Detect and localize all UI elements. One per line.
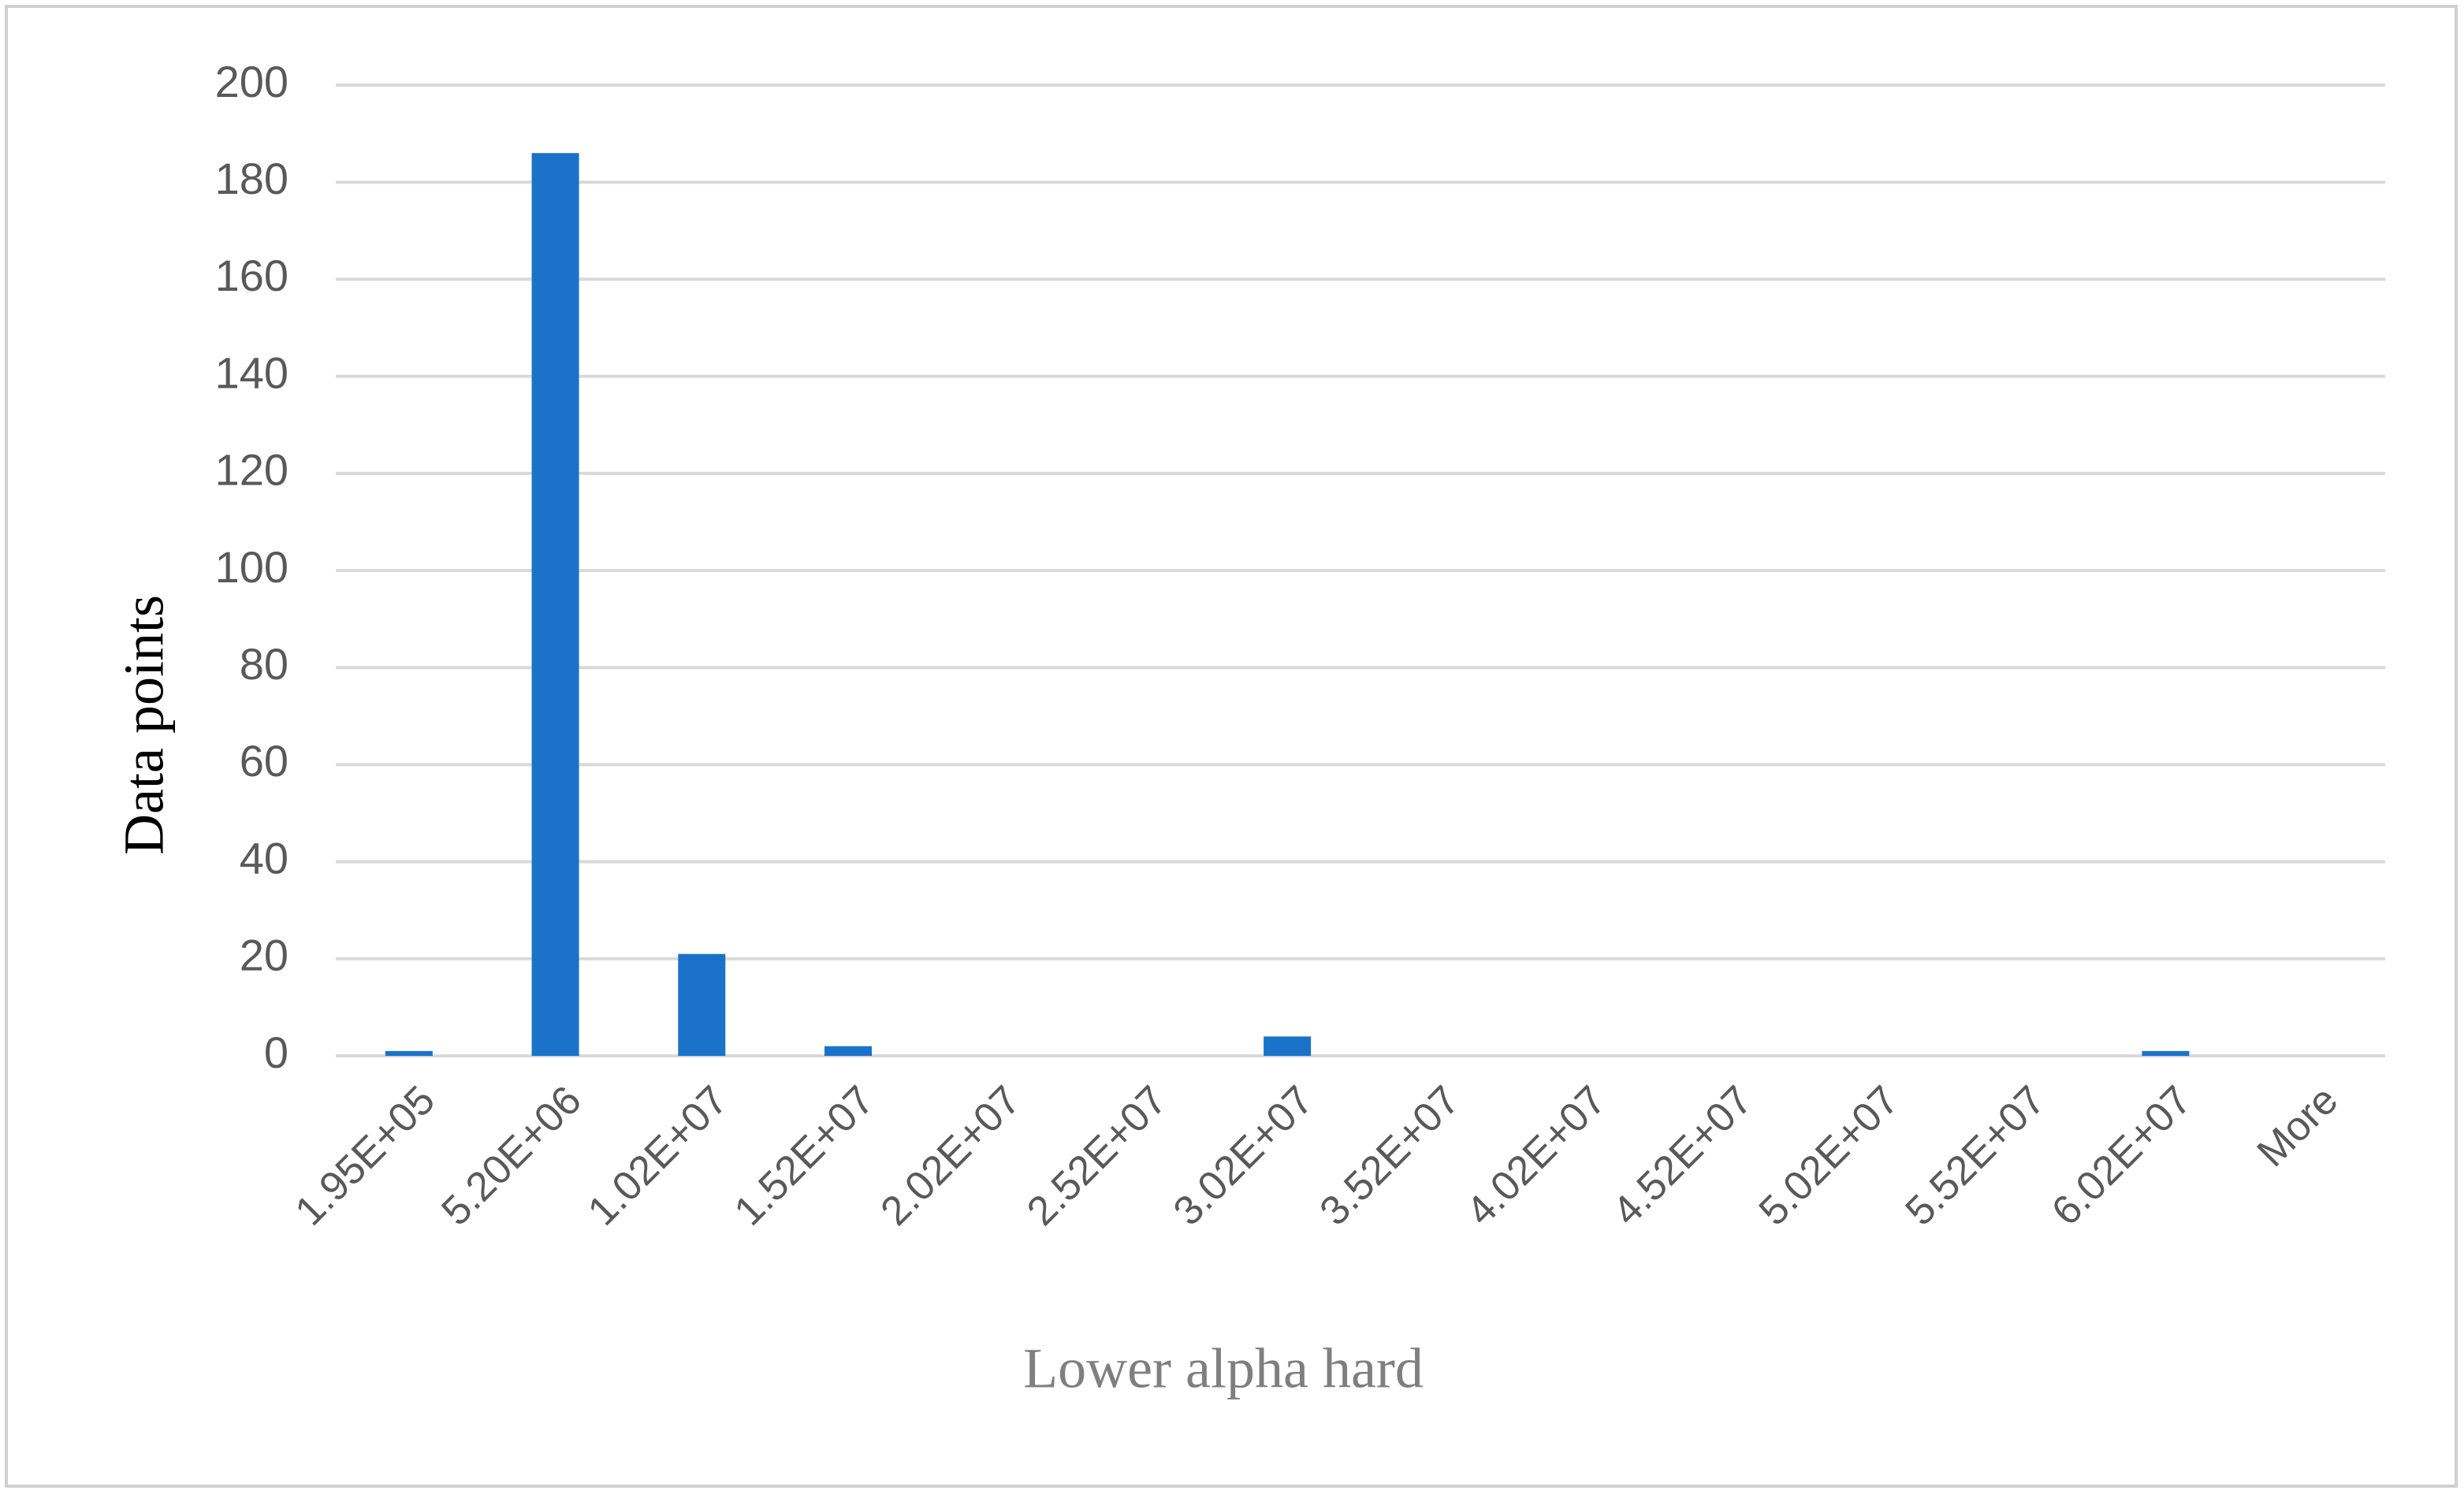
x-axis-title: Lower alpha hard	[1023, 1337, 1424, 1400]
bar	[385, 1050, 433, 1056]
y-tick-label: 0	[264, 1028, 288, 1077]
y-tick-label: 80	[240, 639, 288, 689]
bar	[824, 1046, 872, 1056]
y-tick-label: 60	[240, 736, 288, 786]
y-axis-title: Data points	[113, 595, 176, 855]
y-tick-label: 20	[240, 931, 288, 980]
chart-border	[5, 5, 2458, 1488]
y-tick-label: 200	[215, 57, 288, 106]
y-tick-label: 180	[215, 154, 288, 203]
y-tick-label: 160	[215, 251, 288, 300]
y-tick-label: 40	[240, 833, 288, 883]
bar	[2142, 1050, 2190, 1056]
bar	[531, 153, 579, 1057]
y-tick-label: 100	[215, 542, 288, 592]
bar	[678, 953, 726, 1056]
y-tick-label: 140	[215, 347, 288, 397]
bar	[1264, 1036, 1312, 1056]
y-tick-label: 120	[215, 445, 288, 495]
